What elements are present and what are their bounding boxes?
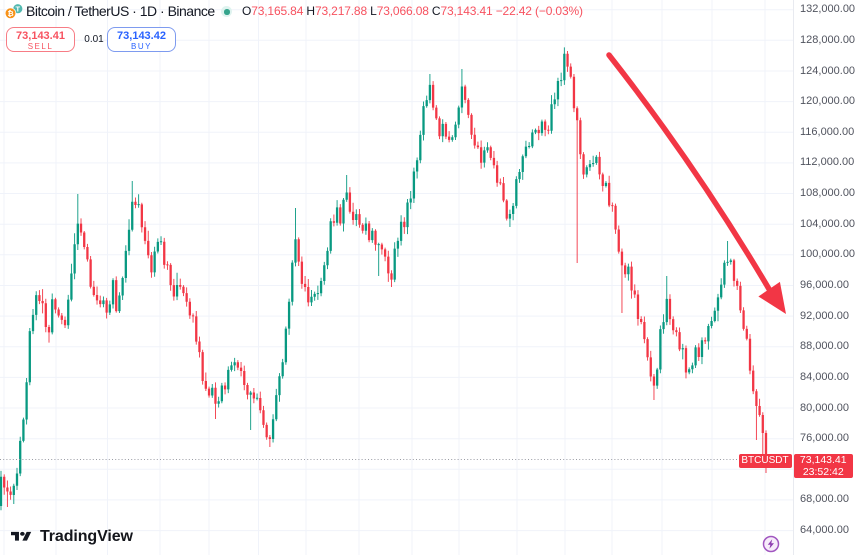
svg-text:₿: ₿ <box>8 9 14 18</box>
svg-text:T: T <box>16 4 21 13</box>
